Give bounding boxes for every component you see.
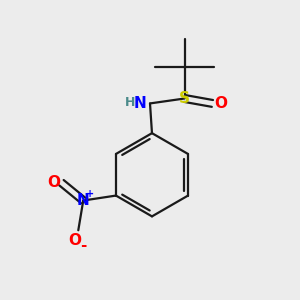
Text: H: H	[125, 96, 135, 109]
Text: O: O	[68, 233, 81, 248]
Text: N: N	[134, 96, 146, 111]
Text: O: O	[214, 96, 227, 111]
Text: S: S	[179, 91, 190, 106]
Text: -: -	[80, 238, 86, 253]
Text: O: O	[47, 175, 60, 190]
Text: +: +	[86, 189, 94, 199]
Text: N: N	[77, 193, 90, 208]
